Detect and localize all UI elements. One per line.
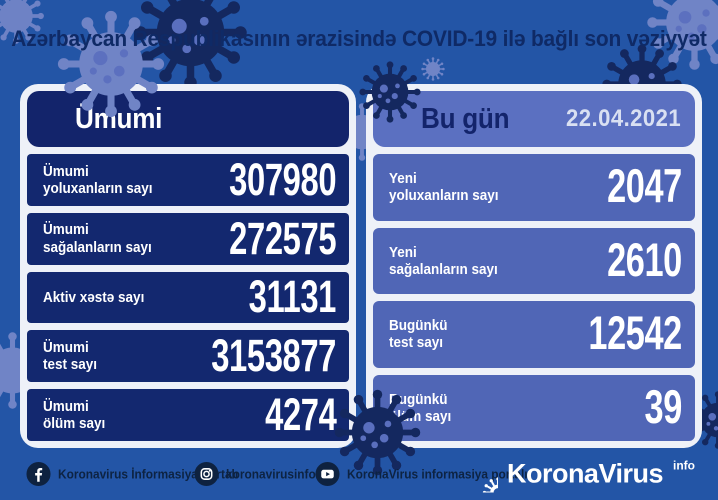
report-date: 22.04.2021 xyxy=(565,105,681,132)
koronavirus-logo: KoronaVirus info xyxy=(461,456,695,493)
today-panel-header: Bu gün 22.04.2021 xyxy=(373,91,695,147)
stat-label: Ümumi yoluxanların sayı xyxy=(43,162,153,197)
stat-label: Ümumi ölüm sayı xyxy=(43,397,106,433)
instagram-link[interactable]: koronavirusinfoaz xyxy=(194,461,334,487)
stat-row-total-tests: Ümumi test sayı 3153877 xyxy=(27,330,349,383)
facebook-link[interactable]: Koronavirus İnformasiya Portalı xyxy=(26,461,248,487)
summary-panel-header: Ümumi xyxy=(27,91,349,147)
stat-value: 2047 xyxy=(607,160,682,214)
virus-icon xyxy=(420,56,446,82)
stat-row-total-infected: Ümumi yoluxanların sayı 307980 xyxy=(27,154,349,206)
stat-value: 12542 xyxy=(588,307,683,361)
stat-row-new-infected: Yeni yoluxanların sayı 2047 xyxy=(373,154,695,221)
facebook-label: Koronavirus İnformasiya Portalı xyxy=(58,467,239,481)
instagram-label: koronavirusinfoaz xyxy=(226,467,329,481)
stat-label: Yeni sağalanların sayı xyxy=(389,243,498,278)
stat-value: 39 xyxy=(644,380,683,434)
stat-row-total-recovered: Ümumi sağalanların sayı 272575 xyxy=(27,212,349,265)
stat-row-active-cases: Aktiv xəstə sayı 31131 xyxy=(27,271,349,324)
today-panel: Bu gün 22.04.2021 Yeni yoluxanların sayı… xyxy=(366,84,702,448)
virus-logo-icon xyxy=(461,456,498,493)
stat-row-new-recovered: Yeni sağalanların sayı 2610 xyxy=(373,227,695,294)
stat-label: Bugünkü test sayı xyxy=(389,317,448,352)
stat-row-total-deaths: Ümumi ölüm sayı 4274 xyxy=(27,389,349,441)
instagram-icon xyxy=(194,461,219,487)
stat-value: 272575 xyxy=(229,212,336,264)
youtube-icon xyxy=(315,461,340,487)
stat-row-today-tests: Bugünkü test sayı 12542 xyxy=(373,301,695,368)
stat-label: Bugünkü ölüm sayı xyxy=(389,390,452,425)
page-title: Azərbaycan Respublikasının ərazisində CO… xyxy=(11,26,707,51)
stat-label: Ümumi sağalanların sayı xyxy=(43,221,152,256)
logo-text: KoronaVirus xyxy=(506,458,664,489)
stat-value: 4274 xyxy=(264,389,337,440)
facebook-icon xyxy=(26,461,51,487)
footer: Koronavirus İnformasiya Portalı koronavi… xyxy=(0,448,718,500)
summary-panel: Ümumi Ümumi yoluxanların sayı 307980 Ümu… xyxy=(20,84,356,448)
stat-value: 31131 xyxy=(248,271,337,323)
stat-value: 3153877 xyxy=(211,330,336,382)
stat-value: 307980 xyxy=(229,153,336,205)
stat-row-today-deaths: Bugünkü ölüm sayı 39 xyxy=(373,374,695,441)
stat-label: Aktiv xəstə sayı xyxy=(43,288,145,306)
stat-label: Yeni yoluxanların sayı xyxy=(389,170,499,205)
stat-value: 2610 xyxy=(607,233,682,287)
today-panel-title: Bu gün xyxy=(421,102,510,135)
stat-label: Ümumi test sayı xyxy=(43,339,98,374)
logo-suffix: info xyxy=(673,458,695,472)
summary-panel-title: Ümumi xyxy=(75,102,163,135)
